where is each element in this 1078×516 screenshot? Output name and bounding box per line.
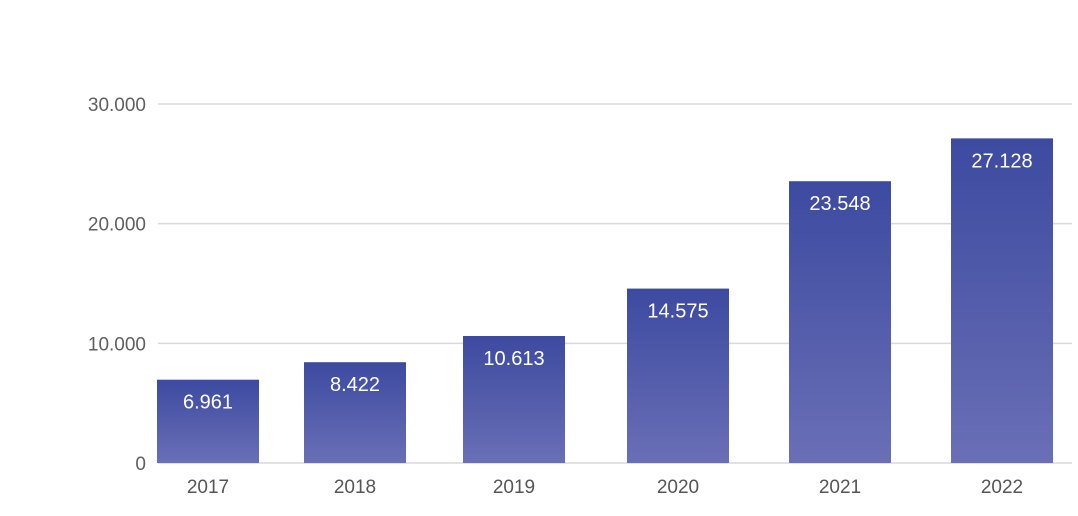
bar-value-label: 27.128 (971, 150, 1032, 172)
bar-value-label: 6.961 (183, 392, 233, 414)
bars: 6.961 8.422 10.613 14.575 23.548 27.128 (157, 138, 1053, 464)
x-axis: 2017 2018 2019 2020 2021 2022 (187, 477, 1023, 498)
bar-2020 (627, 288, 729, 463)
x-tick-label: 2022 (981, 477, 1023, 498)
bar-value-label: 14.575 (647, 301, 708, 323)
bar-2019 (463, 335, 565, 463)
x-tick-label: 2020 (657, 477, 699, 498)
y-axis: 0 10.000 20.000 30.000 (88, 95, 146, 475)
y-tick-label: 30.000 (88, 95, 146, 116)
y-tick-label: 10.000 (88, 334, 146, 355)
x-tick-label: 2021 (819, 477, 861, 498)
y-tick-label: 20.000 (88, 215, 146, 236)
x-tick-label: 2017 (187, 477, 229, 498)
bar-value-label: 8.422 (330, 374, 380, 396)
gridlines (158, 103, 1072, 464)
bar-value-label: 23.548 (809, 193, 870, 215)
y-tick-label: 0 (135, 454, 146, 475)
bar-value-label: 10.613 (483, 348, 544, 370)
bar-2022 (951, 138, 1053, 463)
bar-2018 (304, 362, 406, 463)
x-tick-label: 2018 (334, 477, 376, 498)
bar-2021 (789, 181, 891, 464)
bar-2017 (157, 379, 259, 463)
x-tick-label: 2019 (493, 477, 535, 498)
